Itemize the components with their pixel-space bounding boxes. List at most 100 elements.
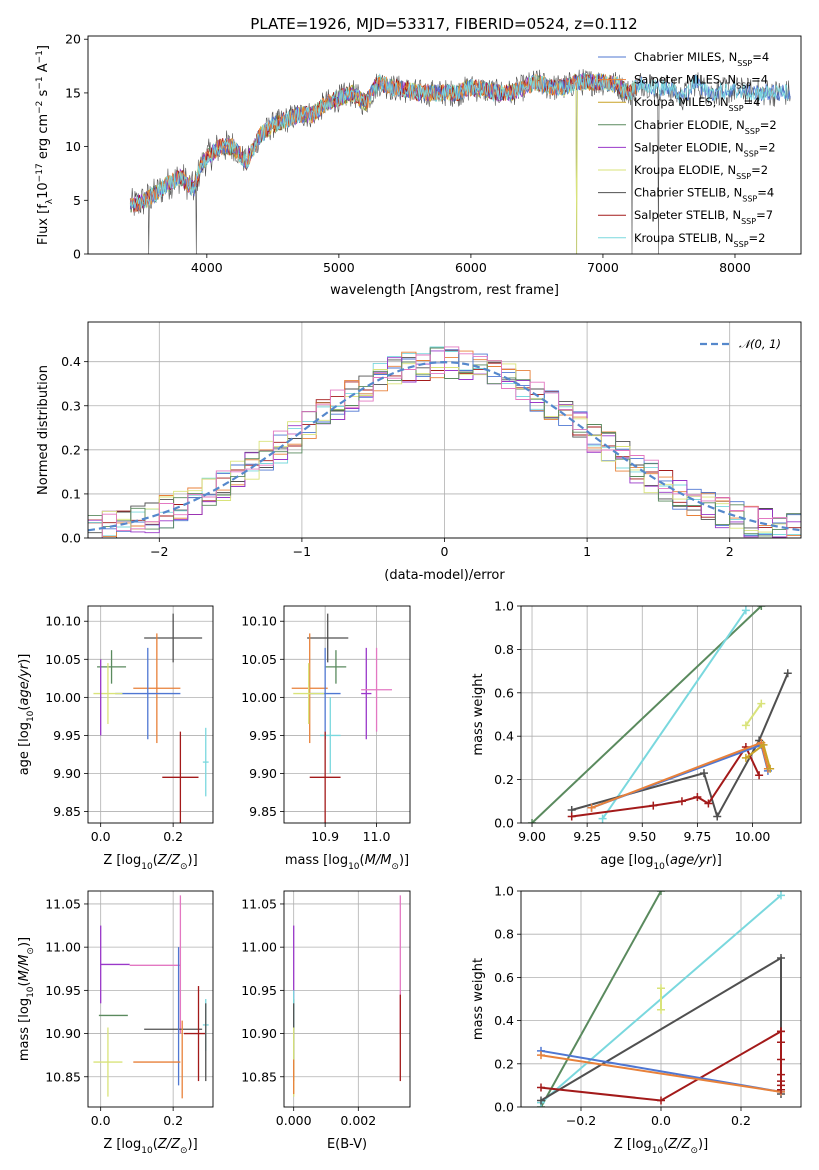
y-axis-label: mass [log10(M/M⊙)] <box>17 937 36 1061</box>
legend-sub: SSP <box>736 81 751 90</box>
marker-plus <box>777 1027 785 1036</box>
marker-plus <box>755 771 764 780</box>
label-part: Normed distribution <box>36 365 51 495</box>
label-part: )] <box>712 853 722 868</box>
label-part: wavelength [Angstrom, rest frame] <box>330 283 559 298</box>
label-part: )] <box>698 1137 708 1152</box>
marker-plus <box>759 740 768 749</box>
legend-sub: SSP <box>744 149 759 158</box>
axes-frame <box>283 605 411 824</box>
x-tick-label: 9.75 <box>683 829 711 844</box>
legend-sub: SSP <box>745 126 760 135</box>
legend-text: Chabrier MILES, N <box>634 50 737 64</box>
y-tick-label: 1.0 <box>494 599 514 614</box>
x-tick-label: 1 <box>583 544 591 559</box>
y-axis-label: mass weight <box>471 673 486 755</box>
y-tick-label: 11.00 <box>45 940 81 955</box>
label-part: ( <box>663 1137 668 1152</box>
marker-plus <box>777 1055 785 1064</box>
label-part: )] <box>188 1137 198 1152</box>
y-axis-label: Flux [fλ10−17 erg cm−2 s−1 A−1] <box>35 45 55 245</box>
mass-weight-lines <box>528 606 792 823</box>
marker-plus <box>741 606 750 615</box>
x-tick-label: 0.000 <box>276 1113 312 1128</box>
legend-label: Chabrier ELODIE, NSSP=2 <box>634 118 777 136</box>
axes-frame <box>283 890 411 1108</box>
y-tick-label: 10 <box>65 139 81 154</box>
legend-val: =2 <box>760 118 777 132</box>
label-part: erg cm <box>36 114 51 163</box>
label-part: )] <box>399 853 409 868</box>
legend-val: =4 <box>744 95 761 109</box>
label-part: )] <box>17 937 32 947</box>
label-part: −2 <box>35 101 45 114</box>
marker-plus <box>657 1096 665 1105</box>
label-part: 10 <box>652 1146 664 1156</box>
x-tick-label: 8000 <box>719 260 751 275</box>
axes-frame <box>87 35 802 255</box>
y-tick-label: 10.95 <box>45 983 81 998</box>
figure-title: PLATE=1926, MJD=53317, FIBERID=0524, z=0… <box>250 15 637 33</box>
legend-val: =2 <box>749 231 766 245</box>
y-tick-label: 0.0 <box>61 531 81 546</box>
legend-sub: SSP <box>729 104 744 113</box>
x-tick-label: 11.0 <box>363 829 391 844</box>
mass-weight-line <box>540 1054 782 1093</box>
y-tick-label: 10.00 <box>241 690 277 705</box>
legend-label: Chabrier STELIB, NSSP=4 <box>634 186 774 204</box>
marker-plus <box>741 721 750 730</box>
label-part: 10 <box>26 986 36 998</box>
label-part: Z [log <box>614 1137 652 1152</box>
legend-text: Kroupa ELODIE, N <box>634 163 736 177</box>
marker-plus <box>649 801 658 810</box>
y-tick-label: 9.90 <box>53 766 81 781</box>
y-tick-label: 9.90 <box>249 766 277 781</box>
panel-mass_vs_EBV: 0.000 0.002 10.85 10.90 10.95 11.00 11.05 E(B-V… <box>241 890 411 1152</box>
label-part: −1 <box>35 76 45 89</box>
x-axis-label: Z [log10(Z/Z⊙)] <box>103 1137 197 1156</box>
legend-val: =4 <box>757 186 774 200</box>
label-part: M/M <box>17 955 32 982</box>
axes-frame <box>87 890 214 1108</box>
legend-text: Salpeter MILES, N <box>634 73 736 87</box>
label-part: 10 <box>26 710 36 722</box>
errorbars <box>291 613 392 823</box>
model-line-kroupa-stelib <box>129 73 788 209</box>
marker-plus <box>598 814 607 823</box>
x-tick-label: 6000 <box>455 260 487 275</box>
mass-weight-line <box>745 703 763 726</box>
y-tick-label: 10.85 <box>45 1069 81 1084</box>
marker-plus <box>777 1070 785 1079</box>
marker-plus <box>677 797 686 806</box>
y-tick-label: 0.2 <box>61 442 81 457</box>
legend-sub: SSP <box>741 217 756 226</box>
y-axis-label: age [log10(age/yr)] <box>17 654 36 776</box>
x-axis-label: E(B-V) <box>327 1137 367 1152</box>
x-tick-label: 9.25 <box>573 829 601 844</box>
label-part: 10 <box>141 862 153 872</box>
x-tick-label: −0.2 <box>566 1113 596 1128</box>
label-part: 10 <box>348 862 360 872</box>
x-tick-label: 7000 <box>587 260 619 275</box>
legend-label: Salpeter ELODIE, NSSP=2 <box>634 140 776 158</box>
x-tick-label: 0 <box>441 544 449 559</box>
label-part: Z/Z <box>157 1137 181 1152</box>
mass-weight-lines <box>537 891 785 1107</box>
y-tick-label: 0.0 <box>494 1100 514 1115</box>
label-part: 10 <box>653 862 665 872</box>
legend-sub: SSP <box>742 194 757 203</box>
y-tick-label: 1.0 <box>494 884 514 899</box>
x-axis-label: age [log10(age/yr)] <box>600 853 722 872</box>
model-line-chabrier-miles <box>129 73 791 213</box>
marker-plus <box>657 984 665 993</box>
legend-text: Chabrier ELODIE, N <box>634 118 745 132</box>
y-tick-label: 0.3 <box>61 398 81 413</box>
marker-plus <box>741 753 750 762</box>
y-tick-label: 9.95 <box>53 728 81 743</box>
y-tick-label: 0.4 <box>494 729 514 744</box>
legend-label: Kroupa ELODIE, NSSP=2 <box>634 163 768 181</box>
legend-sub: SSP <box>736 172 751 181</box>
legend-val: =7 <box>756 208 773 222</box>
legend-text: Salpeter ELODIE, N <box>634 140 744 154</box>
